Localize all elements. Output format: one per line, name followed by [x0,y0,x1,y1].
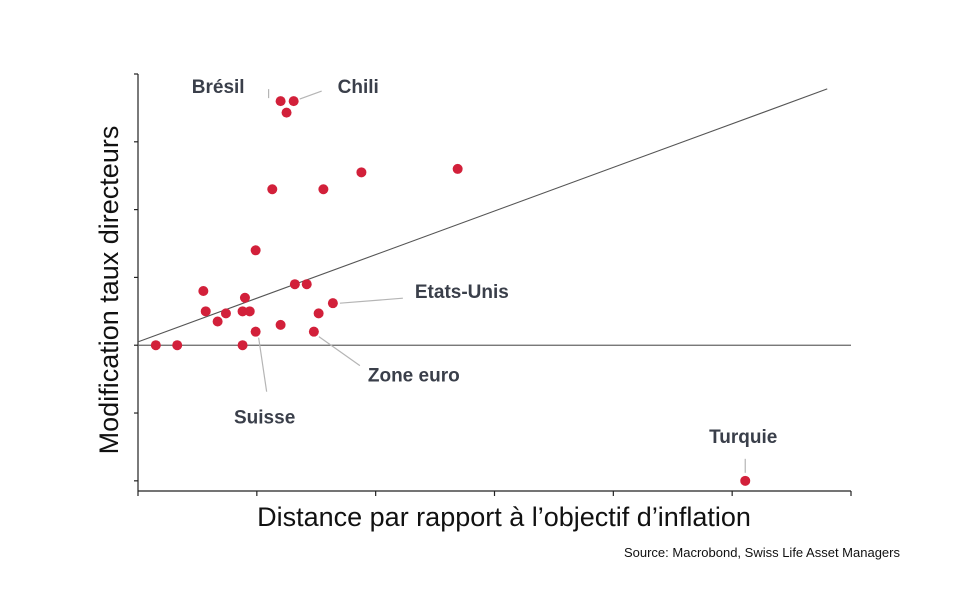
data-point [301,279,312,290]
data-point [150,340,161,351]
data-point [318,184,329,195]
trend-line [137,88,828,343]
data-point [740,475,751,486]
x-axis-title: Distance par rapport à l’objectif d’infl… [257,502,751,532]
data-point [452,163,463,174]
annotation-label: Etats-Unis [415,282,509,303]
data-point [237,306,248,317]
data-point [275,96,286,107]
annotation-leader [339,297,403,304]
annotation-label: Zone euro [368,366,460,387]
annotation-leader [299,90,322,100]
data-point [244,306,255,317]
data-point [267,184,278,195]
data-point [220,308,231,319]
data-point [289,279,300,290]
axis-ticks [134,73,852,496]
annotation-label: Brésil [192,77,245,98]
data-point [313,308,324,319]
data-point [237,340,248,351]
y-axis-title: Modification taux directeurs [94,126,124,455]
data-point [198,285,209,296]
annotation-label: Chili [338,77,379,98]
source-note: Source: Macrobond, Swiss Life Asset Mana… [624,545,901,560]
data-point [250,245,261,256]
data-point [327,298,338,309]
point-annotations: Brésil Chili Etats-Unis Zone euro Suisse Turq… [192,77,778,448]
data-point [239,292,250,303]
data-point [356,167,367,178]
data-point [281,107,292,118]
annotation-leader [318,336,361,367]
chart-axes [134,73,852,496]
data-point [172,340,183,351]
annotation-leader-lines [258,89,746,473]
annotation-leader [258,337,268,392]
data-points [150,96,751,486]
data-point [275,319,286,330]
annotation-label: Turquie [709,427,777,448]
data-point [200,306,211,317]
data-point [288,96,299,107]
data-point [308,326,319,337]
data-point [212,316,223,327]
data-point [250,326,261,337]
annotation-label: Suisse [234,408,295,429]
